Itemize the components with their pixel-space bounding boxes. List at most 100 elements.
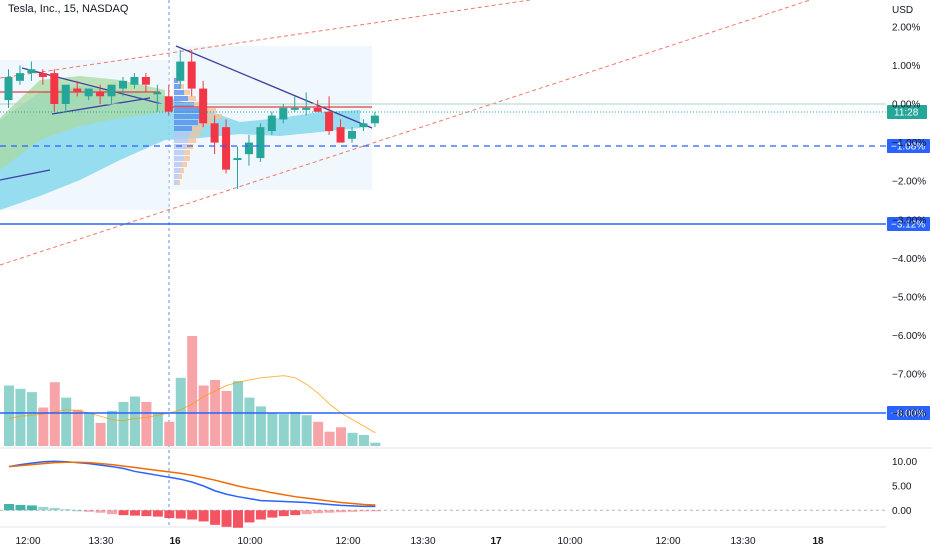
volume-profile-bar [174, 114, 204, 119]
volume-bar [198, 385, 209, 446]
level-label: −3.12% [891, 220, 925, 231]
price-tick-label: −4.00% [892, 254, 926, 265]
candle-down [187, 61, 196, 89]
volume-profile-bar [174, 150, 184, 155]
trend-line-left-lower [51, 97, 151, 115]
candle-up [359, 123, 368, 128]
time-tick-label: 13:30 [410, 536, 435, 547]
indicator-histogram-bar [4, 503, 14, 511]
candle-up [233, 158, 242, 161]
volume-profile-bar [190, 132, 200, 137]
volume-profile-bar [184, 156, 190, 161]
time-tick-label: 16 [169, 536, 181, 547]
volume-bar [4, 385, 14, 446]
volume-profile-bar [174, 84, 180, 89]
volume-bar [164, 421, 175, 446]
candle-up [267, 115, 276, 132]
volume-profile-bar [204, 114, 222, 119]
indicator-histogram-bar [61, 509, 72, 511]
axis-unit-label: USD [892, 5, 913, 16]
candle-up [176, 61, 185, 81]
indicator-histogram-bar [95, 510, 106, 513]
volume-profile-bar [174, 96, 188, 101]
candle-down [313, 107, 322, 112]
price-tick-label: 1.00% [892, 61, 920, 72]
candle-up [27, 69, 36, 74]
volume-bar [107, 410, 118, 446]
volume-bar [370, 442, 381, 446]
volume-bar [347, 432, 358, 446]
volume-bar [358, 435, 369, 446]
volume-profile-bar [184, 90, 190, 95]
indicator-histogram-bar [152, 510, 163, 517]
volume-bar [152, 413, 163, 446]
price-tick-label: −8.00% [892, 408, 926, 419]
volume-bar [336, 427, 347, 446]
volume-bar [290, 411, 301, 446]
volume-profile-bar [178, 180, 180, 185]
volume-profile-bar [174, 156, 184, 161]
candle-down [50, 73, 59, 104]
candle-down [336, 127, 345, 143]
candle-up [107, 84, 116, 97]
trend-line-down [175, 45, 373, 129]
indicator-histogram-bar [26, 505, 37, 511]
candle-up [279, 107, 288, 120]
volume-profile-bar [180, 168, 184, 173]
candle-down [141, 76, 150, 85]
levels-layer: −1.08% −3.12% −8.00% 11:28 [0, 105, 930, 420]
level-label-bg [887, 139, 930, 153]
volume-bar [38, 407, 49, 446]
indicator-histogram-bar [107, 510, 118, 515]
indicator-histogram-bar [129, 510, 140, 516]
indicator-histogram-bar [370, 510, 381, 512]
candle-up [256, 127, 265, 159]
price-tick-label: 0.00% [892, 100, 920, 111]
volume-profile-bar [174, 180, 178, 185]
price-tick-label: −3.00% [892, 215, 926, 226]
candle-up [153, 92, 162, 95]
time-tick-label: 12:00 [15, 536, 40, 547]
indicator-histogram-bar [72, 510, 83, 512]
indicator-histogram-bar [118, 510, 129, 516]
price-axis-layer: USD 2.00% 1.00% 0.00% −1.00% −2.00% −3.00% −4.0… [892, 5, 926, 517]
channel-lower-line [0, 0, 811, 266]
volume-bar [278, 414, 289, 446]
volume-profile-bar [184, 150, 190, 155]
candle-up [302, 107, 311, 110]
candle-up [290, 107, 299, 110]
volume-bar [313, 421, 324, 446]
time-tick-label: 12:00 [335, 536, 360, 547]
candle-up [15, 73, 24, 81]
indicator-histogram-bar [255, 510, 266, 520]
volume-bar [267, 413, 278, 446]
indicator-histogram-bar [210, 510, 221, 525]
volume-profile-bar [174, 168, 180, 173]
volume-bar [175, 377, 186, 446]
price-tick-label: 2.00% [892, 22, 920, 33]
indicator-histogram-bar [164, 510, 175, 519]
volume-profile-bar [188, 138, 196, 143]
volume-profile-bar [179, 174, 182, 179]
level-label: −1.08% [891, 142, 925, 153]
volume-bar [72, 409, 83, 446]
volume-bar [255, 406, 266, 446]
indicator-histogram-bar [358, 510, 369, 512]
volume-bar [244, 397, 255, 446]
volume-bar [141, 402, 152, 446]
volume-profile-bar [174, 78, 178, 83]
volume-profile-bar [174, 108, 200, 113]
indicator-histogram-bar [233, 510, 243, 528]
indicator-histogram-bar [175, 510, 186, 519]
indicator-histogram-bar [267, 510, 278, 518]
time-tick-label: 13:30 [88, 536, 113, 547]
volume-profile-bar [180, 84, 184, 89]
candle-down [199, 88, 208, 124]
volume-bar [324, 431, 335, 446]
candles-layer [4, 49, 379, 189]
volume-profile-bar [200, 108, 216, 113]
level-label: −8.00% [891, 409, 925, 420]
indicator-tick-label: 0.00 [892, 506, 912, 517]
